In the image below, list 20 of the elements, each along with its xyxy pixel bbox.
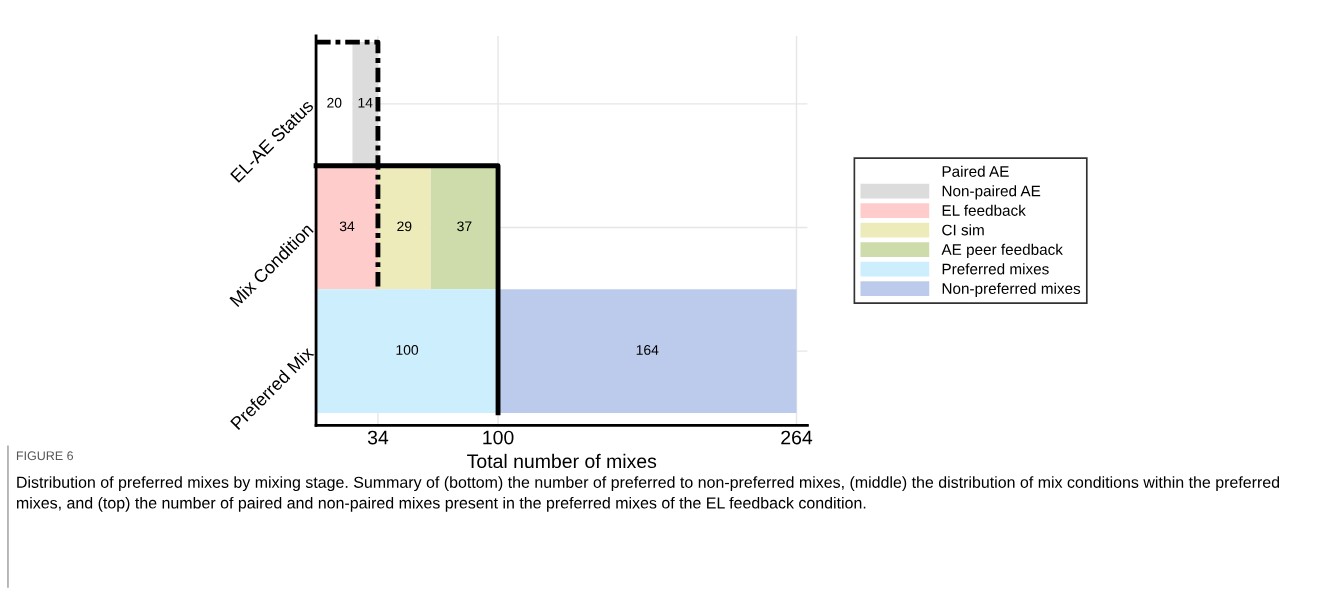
- legend-label: Non-paired AE: [942, 185, 1041, 200]
- text: Distribution of preferred mixes by mixing stage. Summary of (bottom) the number of preferred to non-preferred mixes, (middle) the distribution of mix conditions within the preferred mixes, and (top) the number of paired and non-paired mixes present in the preferred mixes of the EL feedback condition.: [17, 476, 1280, 512]
- data-label: 100: [396, 345, 419, 355]
- data-label: 164: [636, 345, 659, 355]
- x-tick-label: 264: [781, 430, 813, 445]
- x-axis-title: Total number of mixes: [467, 453, 657, 469]
- data-label: 29: [397, 221, 412, 232]
- data-label: 14: [358, 97, 373, 108]
- x-tick-label: 34: [367, 430, 389, 445]
- caption: FIGURE 6: [16, 451, 74, 461]
- legend-label: Non-preferred mixes: [942, 282, 1081, 298]
- legend-label: EL feedback: [942, 204, 1026, 216]
- legend-label: CI sim: [942, 224, 984, 236]
- legend-label: Preferred mixes: [942, 263, 1049, 275]
- data-label: 34: [339, 221, 355, 232]
- legend-label: AE peer feedback: [941, 243, 1063, 258]
- x-tick-label: 100: [483, 430, 514, 445]
- data-label: 20: [327, 97, 342, 108]
- data-label: 37: [457, 221, 472, 232]
- text: Paired AE: [942, 165, 1009, 177]
